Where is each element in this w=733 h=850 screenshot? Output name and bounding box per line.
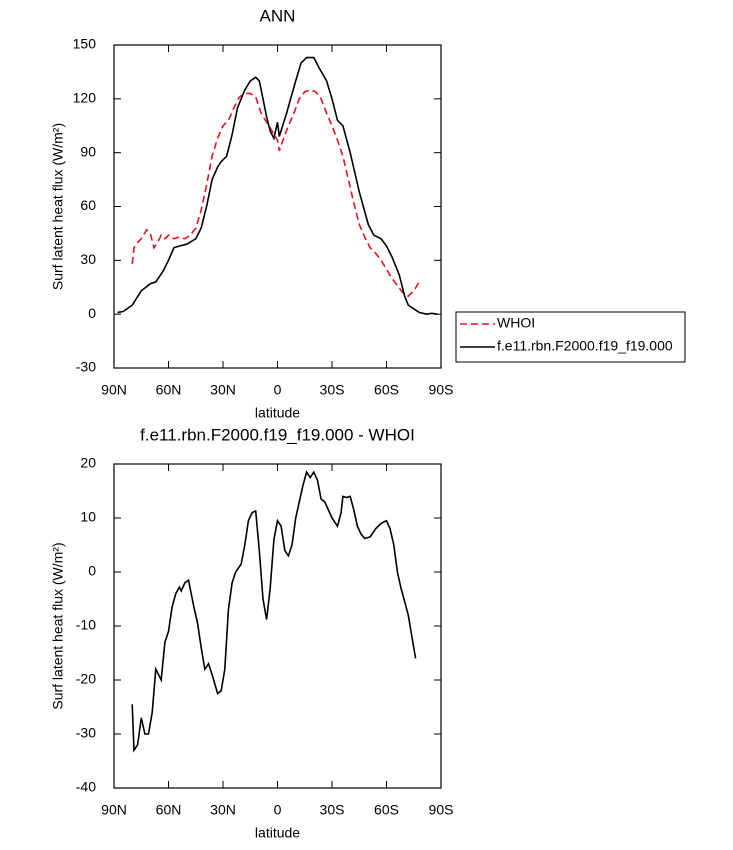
y-tick-label: -20 — [76, 671, 96, 687]
y-tick-label: -30 — [76, 359, 96, 375]
y-tick-label: -30 — [76, 725, 96, 741]
y-tick-label: 150 — [73, 36, 97, 52]
data-line — [131, 89, 420, 298]
x-tick-label: 60S — [374, 382, 399, 398]
legend-label: f.e11.rbn.F2000.f19_f19.000 — [497, 338, 673, 354]
data-line — [117, 56, 438, 316]
y-tick-label: 0 — [88, 563, 96, 579]
x-axis-label: latitude — [255, 405, 300, 421]
chart-title: ANN — [260, 6, 296, 25]
legend: WHOI f.e11.rbn.F2000.f19_f19.000 — [455, 311, 686, 363]
x-tick-label: 30N — [210, 382, 236, 398]
y-tick-label: -10 — [76, 617, 96, 633]
y-tick-label: 30 — [80, 251, 96, 267]
x-tick-label: 90S — [429, 382, 454, 398]
x-tick-label: 30N — [210, 802, 236, 818]
data-line — [131, 470, 417, 753]
y-tick-label: -40 — [76, 779, 96, 795]
legend-label: WHOI — [497, 315, 535, 331]
x-tick-label: 90N — [101, 802, 127, 818]
y-axis-label: Surf latent heat flux (W/m²) — [50, 123, 66, 290]
x-tick-label: 30S — [320, 802, 345, 818]
plot-frame — [113, 463, 442, 789]
y-tick-label: 20 — [80, 455, 96, 471]
x-tick-label: 60S — [374, 802, 399, 818]
y-tick-label: 60 — [80, 197, 96, 213]
x-tick-label: 90N — [101, 382, 127, 398]
x-tick-label: 90S — [429, 802, 454, 818]
x-axis-label: latitude — [255, 825, 300, 841]
y-tick-label: 90 — [80, 143, 96, 159]
x-tick-label: 0 — [274, 382, 282, 398]
x-tick-label: 30S — [320, 382, 345, 398]
x-tick-label: 0 — [274, 802, 282, 818]
y-tick-label: 10 — [80, 509, 96, 525]
y-tick-label: 0 — [88, 305, 96, 321]
y-tick-label: 120 — [73, 90, 97, 106]
x-tick-label: 60N — [156, 802, 182, 818]
y-axis-label: Surf latent heat flux (W/m²) — [50, 542, 66, 709]
legend-box — [455, 311, 686, 363]
chart-title: f.e11.rbn.F2000.f19_f19.000 - WHOI — [140, 425, 415, 444]
plot-frame — [113, 44, 442, 369]
x-tick-label: 60N — [156, 382, 182, 398]
